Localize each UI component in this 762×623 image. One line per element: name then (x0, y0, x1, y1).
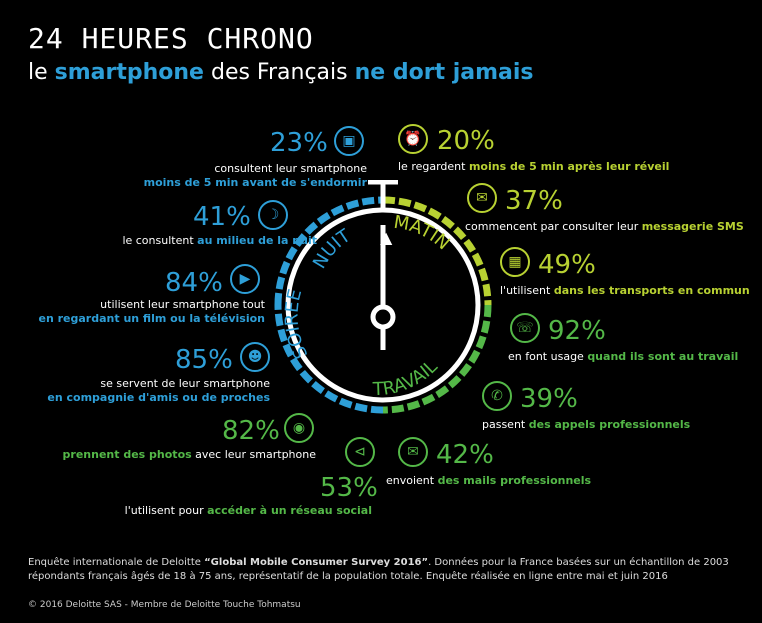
stat-text-line: en font usage (508, 350, 588, 363)
stat-text-line: se servent de leur smartphone (100, 377, 270, 390)
camera-icon: ◉ (284, 413, 314, 443)
segment-label-nuit: NUIT (309, 225, 355, 273)
message-icon: ✉ (467, 183, 497, 213)
stat-text-highlight: moins de 5 min avant de s'endormir (143, 176, 367, 189)
stat-text-highlight: des appels professionnels (528, 418, 691, 431)
stat-text: prennent des photos avec leur smartphone (63, 448, 316, 462)
dial-center (370, 304, 396, 330)
alarm-clock-icon: ⏰ (398, 124, 428, 154)
stat-text-highlight: messagerie SMS (641, 220, 744, 233)
stat-text-line: utilisent leur smartphone tout (100, 298, 265, 311)
bed-icon: ▣ (334, 126, 364, 156)
stat-text-line: l'utilisent (500, 284, 554, 297)
phone-icon: ☏ (510, 313, 540, 343)
stat-text: le regardent moins de 5 min après leur r… (398, 160, 669, 174)
stat-text-line: l'utilisent pour (124, 504, 208, 517)
stat-text-line: le consultent (122, 234, 198, 247)
stat-pct: 39% (520, 384, 578, 414)
stat-text-highlight: des mails professionnels (437, 474, 592, 487)
stat-text: se servent de leur smartphone en compagni… (47, 377, 270, 405)
stat-text-line: consultent leur smartphone (214, 162, 367, 175)
stat-text: utilisent leur smartphone tout en regarda… (39, 298, 266, 326)
footnote-survey-name: “Global Mobile Consumer Survey 2016” (204, 557, 429, 568)
stat-text-highlight: quand ils sont au travail (587, 350, 739, 363)
subtitle-text-1: le (28, 60, 55, 85)
stat-pct: 42% (436, 440, 494, 470)
stat-text-highlight: accéder à un réseau social (207, 504, 372, 517)
stopwatch-dial: NUIT MATIN TRAVAIL SOIREE (274, 180, 492, 414)
stat-pct: 20% (437, 126, 495, 156)
stat-pct: 82% (222, 416, 280, 446)
copyright: © 2016 Deloitte SAS - Membre de Deloitte… (28, 600, 301, 610)
stat-text-highlight: en compagnie d'amis ou de proches (47, 391, 270, 404)
stat-text-highlight: prennent des photos (62, 448, 192, 461)
ring-evening (274, 304, 384, 414)
stat-pct: 92% (548, 316, 606, 346)
phone-call-icon: ✆ (482, 381, 512, 411)
stat-pct: 85% (175, 345, 233, 375)
train-icon: ▦ (500, 247, 530, 277)
stat-text-line: avec leur smartphone (191, 448, 316, 461)
stat-pct: 84% (165, 268, 223, 298)
stat-text-highlight: au milieu de la nuit (197, 234, 317, 247)
footnote-text-2: . Données pour la France basées sur un é… (28, 557, 729, 582)
stat-text-highlight: moins de 5 min après leur réveil (468, 160, 670, 173)
stat-text: consultent leur smartphone moins de 5 min… (144, 162, 367, 190)
stat-pct: 49% (538, 250, 596, 280)
segment-label-travail: TRAVAIL (371, 356, 441, 400)
subtitle-text-2: des Français (203, 60, 355, 85)
stat-text-line: envoient (386, 474, 438, 487)
stat-text: passent des appels professionnels (482, 418, 690, 432)
film-icon: ▶ (230, 264, 260, 294)
footnote-text-1: Enquête internationale de Deloitte (28, 557, 205, 568)
stat-text: l'utilisent dans les transports en commu… (500, 284, 750, 298)
page-subtitle: le smartphone des Français ne dort jamai… (28, 60, 534, 85)
stat-text-line: passent (482, 418, 529, 431)
share-icon: ⊲ (345, 437, 375, 467)
stat-pct: 53% (320, 473, 378, 503)
stat-text-highlight: dans les transports en commun (553, 284, 750, 297)
stat-text: envoient des mails professionnels (386, 474, 591, 488)
ring-night (274, 196, 384, 306)
stat-text: en font usage quand ils sont au travail (508, 350, 738, 364)
stat-text-line: commencent par consulter leur (465, 220, 642, 233)
stat-text: le consultent au milieu de la nuit (122, 234, 317, 248)
people-icon: ☻ (240, 342, 270, 372)
ring-morning (382, 196, 492, 306)
page-title: 24 HEURES CHRONO (28, 22, 314, 55)
subtitle-highlight-1: smartphone (54, 60, 204, 85)
stat-pct: 41% (193, 202, 251, 232)
stat-text: l'utilisent pour accéder à un réseau soc… (125, 504, 372, 518)
stat-text-line: le regardent (398, 160, 469, 173)
mouse-cursor-icon: ▲ (380, 228, 393, 247)
stat-text-highlight: en regardant un film ou la télévision (38, 312, 266, 325)
ring-work (382, 304, 492, 414)
stat-text: commencent par consulter leur messagerie… (465, 220, 744, 234)
stat-pct: 23% (270, 128, 328, 158)
subtitle-highlight-2: ne dort jamais (354, 60, 534, 85)
mail-icon: ✉ (398, 437, 428, 467)
moon-icon: ☽ (258, 200, 288, 230)
stat-pct: 37% (505, 186, 563, 216)
survey-footnote: Enquête internationale de Deloitte “Glob… (28, 556, 748, 584)
